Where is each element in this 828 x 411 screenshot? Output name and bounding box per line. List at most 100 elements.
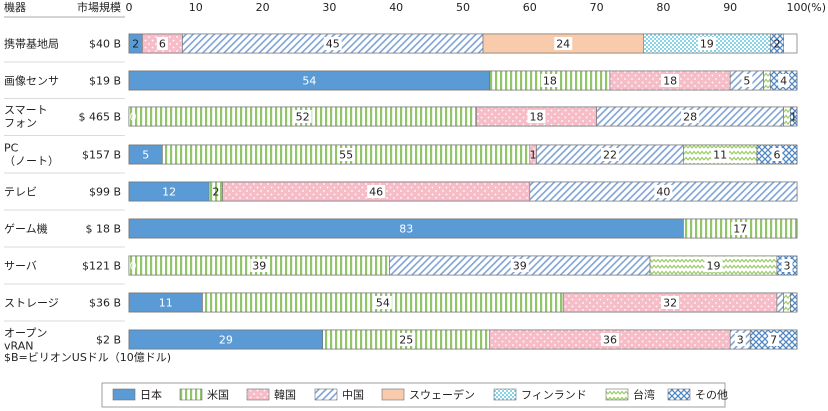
legend-label: スウェーデン: [409, 388, 475, 402]
bar-segment: [769, 33, 784, 54]
bar-value-label: 19: [700, 38, 714, 51]
bar-value-label: 22: [603, 149, 617, 162]
device-label: vRAN: [4, 340, 33, 353]
bar-value-label: 2: [132, 38, 139, 51]
x-tick-label: 30: [322, 1, 336, 14]
value-label-bg: [661, 74, 680, 87]
legend-swatch: [314, 388, 338, 401]
col-header-market: 市場規模: [77, 0, 121, 14]
device-label: 画像センサ: [4, 75, 59, 88]
value-label-bg: [697, 37, 716, 50]
legend-label: 台湾: [633, 388, 655, 402]
bar-value-label: 39: [513, 260, 527, 273]
x-tick-label: 100: [787, 1, 808, 14]
x-tick-label: 20: [256, 1, 270, 14]
value-label-bg: [367, 185, 386, 198]
bar-value-label: 1: [530, 149, 537, 162]
value-label-bg: [661, 296, 680, 309]
legend-label: 韓国: [274, 389, 296, 402]
device-label: （ノート）: [4, 155, 59, 168]
market-size-label: $ 465 B: [78, 111, 121, 124]
bar-value-label: 83: [399, 223, 413, 236]
value-label-bg: [741, 74, 753, 87]
device-label: PC: [4, 142, 19, 155]
device-label: フォン: [4, 117, 37, 130]
device-label: サーバ: [4, 260, 37, 273]
x-tick-label: 10: [189, 1, 203, 14]
bar-value-label: 5: [142, 149, 149, 162]
bar-segment: [790, 292, 798, 313]
market-size-label: $ 18 B: [85, 223, 121, 236]
bar-value-label: 18: [663, 75, 677, 88]
bar-value-label: 11: [713, 149, 727, 162]
legend-swatch: [667, 388, 691, 401]
legend-label: 米国: [207, 389, 229, 402]
bar-value-label: 52: [296, 111, 310, 124]
device-label: スマート: [4, 104, 48, 117]
market-size-label: $19 B: [89, 75, 121, 88]
value-label-bg: [397, 333, 416, 346]
bar-value-label: 55: [339, 149, 353, 162]
value-label-bg: [140, 148, 152, 161]
value-label-bg: [540, 74, 559, 87]
legend: 日本 米国 韓国 中国 スウェーデン フィンランド 台湾 その他: [112, 388, 728, 402]
x-tick-label: 60: [523, 1, 537, 14]
x-tick-label: 40: [389, 1, 403, 14]
bar-value-label: 28: [683, 111, 697, 124]
value-label-bg: [337, 148, 356, 161]
bar-value-label: 1: [790, 111, 797, 124]
bar-value-label: 0: [130, 260, 137, 273]
market-size-label: $121 B: [82, 260, 121, 273]
value-label-bg: [781, 259, 793, 272]
bar-value-label: 19: [707, 260, 721, 273]
footnote: $B=ビリオンUSドル（10億ドル): [4, 351, 171, 364]
market-size-label: $157 B: [82, 149, 121, 162]
bar-segment: [776, 292, 784, 313]
bar-segment: [783, 292, 791, 313]
bar-value-label: 29: [219, 334, 233, 347]
unit-label: (%): [807, 1, 826, 14]
legend-label: 日本: [140, 388, 162, 402]
x-axis-ticks: 0 10 20 30 40 50 60 70 80 90 100: [126, 1, 808, 14]
bar-value-label: 3: [737, 334, 744, 347]
value-label-bg: [397, 222, 416, 235]
value-label-bg: [711, 148, 730, 161]
value-label-bg: [216, 333, 235, 346]
device-label: テレビ: [4, 186, 37, 199]
x-tick-label: 70: [590, 1, 604, 14]
device-label: 携帯基地局: [4, 37, 59, 51]
bar-value-label: 2: [773, 38, 780, 51]
x-tick-label: 0: [126, 1, 133, 14]
value-label-bg: [734, 333, 746, 346]
value-label-bg: [373, 296, 392, 309]
value-label-bg: [300, 74, 319, 87]
bar-value-label: 54: [376, 297, 390, 310]
value-label-bg: [654, 185, 673, 198]
value-label-bg: [600, 333, 619, 346]
value-label-bg: [250, 259, 269, 272]
legend-swatch: [605, 388, 629, 401]
bar-value-label: 45: [326, 38, 340, 51]
bar-value-label: 6: [773, 149, 780, 162]
device-label: オープン: [4, 327, 47, 340]
bar-value-label: 0: [130, 111, 137, 124]
market-size-label: $99 B: [89, 186, 121, 199]
legend-label: フィンランド: [521, 389, 587, 402]
bar-value-label: 12: [162, 186, 176, 199]
bar-value-label: 18: [529, 111, 543, 124]
x-tick-label: 50: [456, 1, 470, 14]
bar-value-label: 7: [770, 334, 777, 347]
market-size-label: $2 B: [96, 334, 121, 347]
bar-value-label: 32: [663, 297, 677, 310]
value-label-bg: [160, 185, 179, 198]
bar-value-label: 6: [159, 38, 166, 51]
device-label: ストレージ: [4, 297, 59, 310]
value-label-bg: [293, 110, 312, 123]
data-labels: 2 6 45 24 19 254 18 18 5 40 52 18 28 15 55 1 22 11 612 2 46 4…: [130, 37, 797, 347]
bar-value-label: 11: [159, 297, 173, 310]
value-label-bg: [771, 148, 783, 161]
value-label-bg: [704, 259, 723, 272]
x-tick-label: 90: [723, 1, 737, 14]
value-label-bg: [156, 37, 168, 50]
